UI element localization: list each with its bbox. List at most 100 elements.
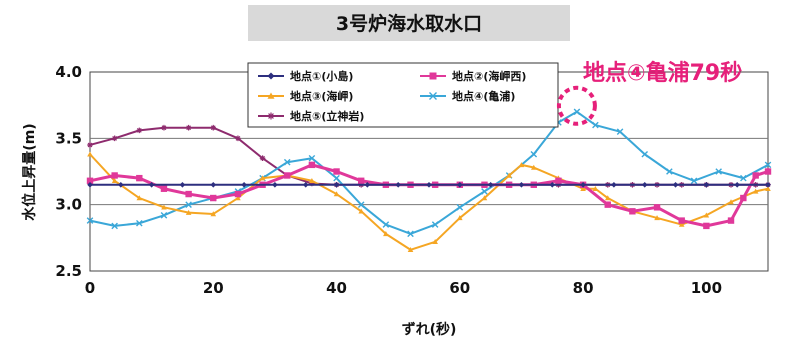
data-point-marker <box>267 92 275 99</box>
data-point-marker <box>272 181 278 188</box>
data-point-marker <box>302 181 309 188</box>
data-point-marker <box>160 211 168 219</box>
legend-item: 地点①(小島) <box>258 69 353 83</box>
legend-item: 地点②(海岬西) <box>420 69 526 83</box>
data-point-marker <box>703 222 710 230</box>
data-point-marker <box>457 215 463 221</box>
data-point-marker <box>86 217 94 224</box>
data-point-marker <box>309 177 315 184</box>
data-point-marker <box>161 124 167 131</box>
legend-box <box>247 62 559 128</box>
data-point-marker <box>765 181 771 188</box>
x-tick-label: 80 <box>573 279 594 297</box>
data-point-marker <box>161 204 167 210</box>
data-point-marker <box>179 181 186 188</box>
data-point-marker <box>506 172 512 178</box>
data-point-marker <box>734 181 740 188</box>
data-point-marker <box>111 222 118 230</box>
data-point-marker <box>136 219 143 227</box>
data-point-marker <box>407 246 414 253</box>
legend-item: 地点③(海岬) <box>258 89 353 103</box>
data-point-marker <box>185 209 192 215</box>
data-point-marker <box>407 230 414 238</box>
y-axis-label: 水位上昇量(m) <box>21 123 38 220</box>
legend-label: 地点⑤(立神岩) <box>290 109 364 123</box>
data-point-marker <box>185 190 192 198</box>
series-3 <box>87 151 771 253</box>
data-point-marker <box>549 181 556 188</box>
data-point-marker <box>740 174 747 182</box>
data-point-marker <box>764 168 772 175</box>
x-axis-ticks: 0 20 40 60 80 100 <box>85 279 722 297</box>
data-point-marker <box>267 72 275 80</box>
data-point-marker <box>481 188 488 195</box>
y-axis-ticks: 2.5 3.0 3.5 4.0 <box>55 63 82 280</box>
data-point-marker <box>678 221 685 227</box>
data-point-marker <box>86 177 94 184</box>
data-point-marker <box>284 172 291 179</box>
data-point-marker <box>580 185 586 191</box>
data-point-marker <box>518 181 525 188</box>
x-axis-label: ずれ(秒) <box>402 321 457 338</box>
data-point-marker <box>185 124 192 131</box>
data-point-marker <box>592 121 599 129</box>
data-point-marker <box>308 161 316 169</box>
data-point-marker <box>87 142 93 148</box>
data-point-marker <box>210 124 217 131</box>
data-point-marker <box>555 177 562 184</box>
data-point-marker <box>765 185 771 191</box>
data-point-marker <box>87 151 93 157</box>
data-point-marker <box>690 177 698 185</box>
legend-label: 地点①(小島) <box>290 69 353 83</box>
data-point-marker <box>383 231 389 237</box>
data-point-marker <box>136 127 143 134</box>
data-point-marker <box>241 181 247 188</box>
x-tick-label: 0 <box>85 279 95 297</box>
data-point-marker <box>234 190 242 198</box>
data-point-marker <box>456 204 464 211</box>
data-point-marker <box>604 195 611 201</box>
data-point-marker <box>333 181 340 188</box>
data-point-marker <box>727 217 735 224</box>
data-point-marker <box>308 154 316 162</box>
data-point-marker <box>703 181 710 188</box>
data-point-marker <box>111 172 118 179</box>
legend-label: 地点④(亀浦) <box>452 89 515 103</box>
data-point-marker <box>641 181 648 188</box>
data-point-marker <box>136 174 143 182</box>
data-point-marker <box>160 185 168 192</box>
data-point-marker <box>87 181 93 188</box>
data-point-marker <box>358 177 365 184</box>
data-point-marker <box>267 112 275 120</box>
data-point-marker <box>148 181 155 188</box>
data-point-marker <box>333 191 340 197</box>
data-point-marker <box>752 188 759 194</box>
data-point-marker <box>518 162 525 168</box>
y-tick-label: 2.5 <box>55 262 82 280</box>
data-point-marker <box>309 180 315 187</box>
data-point-marker <box>530 150 538 158</box>
series-layer <box>86 108 772 253</box>
legend-item: 地点⑤(立神岩) <box>258 109 364 123</box>
data-point-marker <box>210 181 217 188</box>
data-point-marker <box>333 174 340 182</box>
data-point-marker <box>604 201 611 208</box>
data-point-marker <box>358 208 364 214</box>
x-tick-label: 60 <box>449 279 470 297</box>
data-point-marker <box>654 215 660 221</box>
data-point-marker <box>728 199 734 205</box>
data-point-marker <box>616 128 624 135</box>
series-1 <box>87 181 771 188</box>
data-point-marker <box>592 185 599 191</box>
data-point-marker <box>364 181 371 188</box>
data-point-marker <box>357 201 365 208</box>
callout-text: 地点④亀浦79秒 <box>583 60 742 86</box>
data-point-marker <box>672 181 679 188</box>
y-tick-label: 3.5 <box>55 129 82 147</box>
data-point-marker <box>432 239 438 245</box>
y-tick-label: 3.0 <box>55 196 82 214</box>
data-point-marker <box>431 221 439 228</box>
legend: 地点①(小島) 地点②(海岬西) 地点③(海岬) 地点④(亀浦) 地点⑤(立神岩) <box>247 62 559 128</box>
data-point-marker <box>426 181 432 188</box>
